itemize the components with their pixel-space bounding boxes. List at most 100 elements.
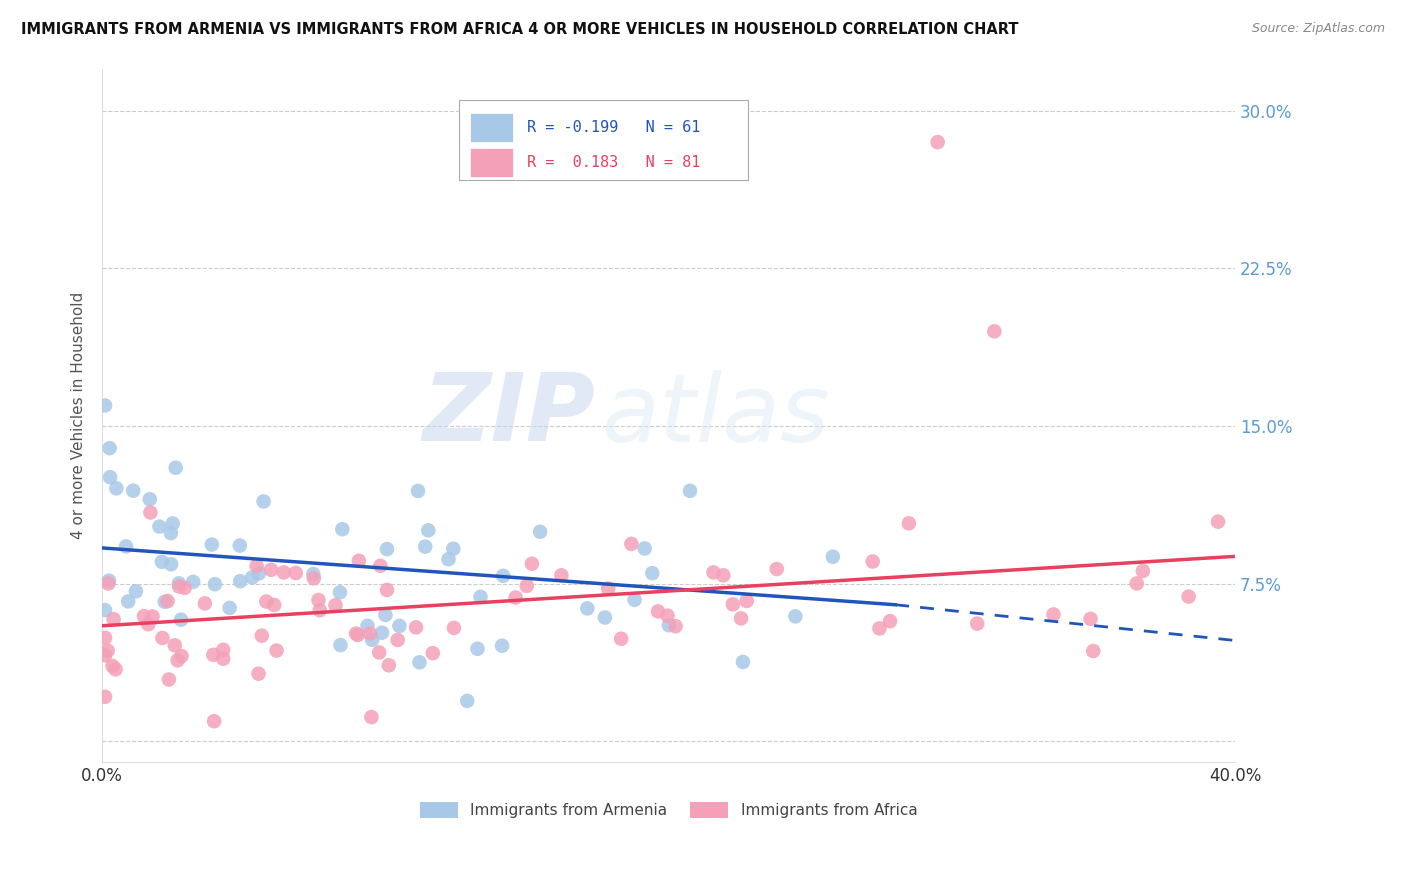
Point — [657, 608, 679, 623]
Point — [408, 656, 430, 670]
Point — [593, 610, 616, 624]
Point — [641, 566, 664, 581]
Point — [325, 599, 347, 613]
Point — [658, 618, 681, 632]
Point — [139, 492, 162, 507]
Text: IMMIGRANTS FROM ARMENIA VS IMMIGRANTS FROM AFRICA 4 OR MORE VEHICLES IN HOUSEHOL: IMMIGRANTS FROM ARMENIA VS IMMIGRANTS FR… — [21, 22, 1018, 37]
Point — [505, 591, 527, 605]
Point — [731, 655, 754, 669]
Point — [94, 603, 117, 617]
Point — [160, 526, 183, 541]
Point — [329, 585, 352, 599]
Point — [167, 576, 190, 591]
Point — [1206, 515, 1229, 529]
Point — [634, 541, 657, 556]
Point — [966, 616, 988, 631]
Point — [897, 516, 920, 531]
Point — [406, 483, 429, 498]
Point — [370, 558, 392, 573]
Point — [361, 632, 384, 647]
Point — [150, 555, 173, 569]
Point — [212, 642, 235, 657]
Point — [387, 632, 409, 647]
Point — [263, 598, 285, 612]
Point — [162, 516, 184, 531]
Point — [254, 594, 277, 608]
Point — [467, 641, 489, 656]
Point — [598, 582, 620, 596]
Point — [212, 651, 235, 665]
Point — [94, 648, 117, 663]
Point — [152, 631, 174, 645]
Text: R = -0.199   N = 61: R = -0.199 N = 61 — [527, 120, 700, 135]
Point — [284, 566, 307, 580]
Point — [302, 567, 325, 582]
Point — [104, 662, 127, 676]
Point — [98, 470, 121, 484]
Point — [163, 638, 186, 652]
Point — [344, 626, 367, 640]
Point — [98, 441, 121, 455]
Point — [97, 576, 120, 591]
Point — [170, 649, 193, 664]
Point — [160, 558, 183, 572]
FancyBboxPatch shape — [460, 100, 748, 179]
Point — [204, 577, 226, 591]
Point — [218, 600, 240, 615]
Legend: Immigrants from Armenia, Immigrants from Africa: Immigrants from Armenia, Immigrants from… — [413, 796, 924, 824]
Point — [157, 673, 180, 687]
Point — [879, 614, 901, 628]
Point — [1132, 564, 1154, 578]
Point — [103, 612, 125, 626]
Point — [375, 542, 398, 557]
Point — [308, 603, 330, 617]
Point — [765, 562, 787, 576]
Text: atlas: atlas — [600, 370, 830, 461]
Point — [492, 569, 515, 583]
Point — [359, 626, 381, 640]
Point — [252, 494, 274, 508]
Point — [711, 568, 734, 582]
Point — [516, 579, 538, 593]
Point — [491, 639, 513, 653]
Point — [94, 690, 117, 704]
Y-axis label: 4 or more Vehicles in Household: 4 or more Vehicles in Household — [72, 292, 86, 539]
Point — [202, 714, 225, 729]
Point — [201, 538, 224, 552]
Point — [413, 540, 436, 554]
Point — [202, 648, 225, 662]
Point — [679, 483, 702, 498]
Point — [1126, 576, 1149, 591]
Point — [664, 619, 686, 633]
Point — [620, 537, 643, 551]
Point — [1042, 607, 1064, 622]
Point — [1177, 590, 1199, 604]
Point — [374, 607, 396, 622]
Point — [97, 643, 120, 657]
Point — [250, 629, 273, 643]
Point — [139, 506, 162, 520]
Point — [356, 619, 378, 633]
Point — [576, 601, 599, 615]
Point — [170, 613, 193, 627]
Point — [441, 541, 464, 556]
Point — [148, 519, 170, 533]
Point — [470, 590, 492, 604]
Point — [371, 625, 394, 640]
Point — [105, 481, 128, 495]
Text: ZIP: ZIP — [422, 369, 595, 461]
Point — [141, 609, 163, 624]
Point — [443, 621, 465, 635]
Point — [821, 549, 844, 564]
Point — [456, 694, 478, 708]
Point — [173, 581, 195, 595]
Point — [247, 666, 270, 681]
Point — [194, 596, 217, 610]
Point — [378, 658, 401, 673]
Point — [125, 584, 148, 599]
Point — [302, 571, 325, 585]
Point — [529, 524, 551, 539]
Point — [122, 483, 145, 498]
Point — [229, 539, 252, 553]
Point — [273, 566, 295, 580]
